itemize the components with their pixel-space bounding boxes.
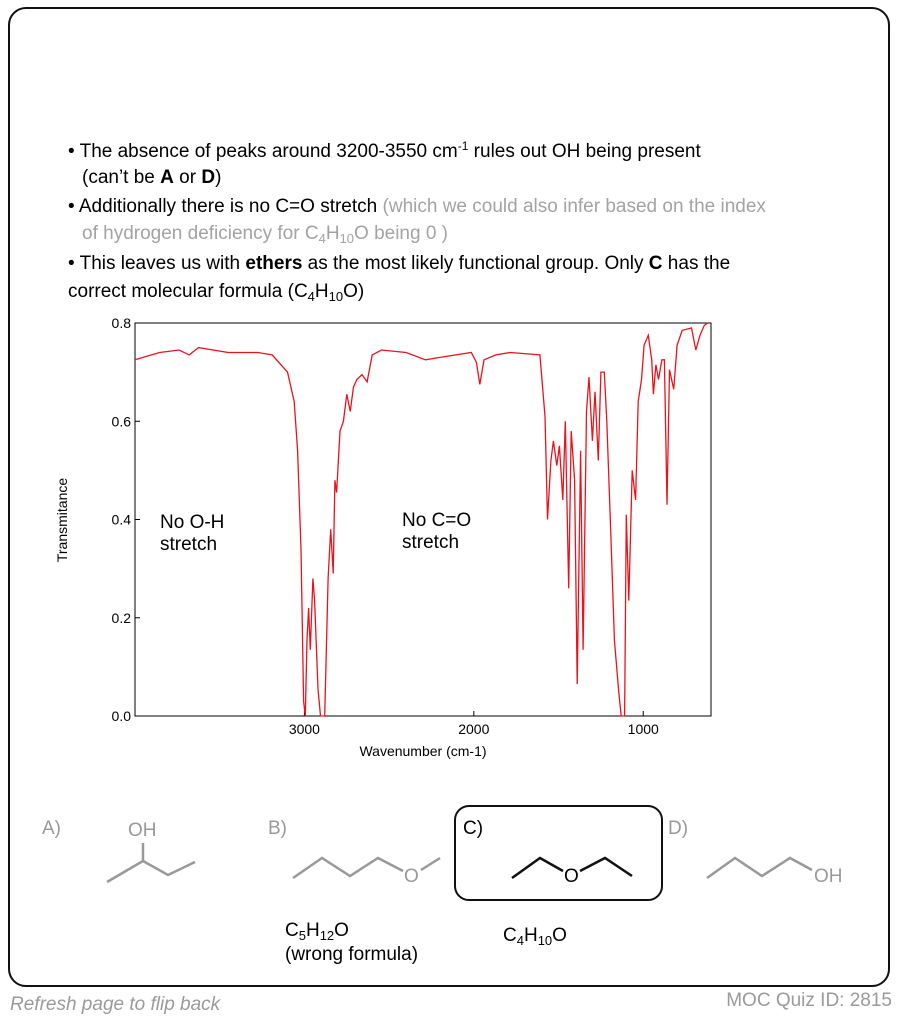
bullet-line: • Additionally there is no C=O stretch (… [68, 195, 766, 219]
y-tick-label: 0.4 [112, 512, 132, 528]
text: (can’t be [82, 167, 161, 188]
y-tick-label: 0.2 [112, 610, 132, 626]
bullet-line: of hydrogen deficiency for C4H10O being … [82, 222, 448, 246]
formula-note: (wrong formula) [285, 944, 419, 965]
molecule-bonds [292, 856, 404, 880]
formula: C5H12O [285, 920, 349, 942]
option-label: D) [668, 818, 689, 839]
option-label: B) [268, 818, 287, 839]
annotation: stretch [160, 534, 217, 555]
answer-box [454, 805, 663, 901]
subscript: 12 [319, 928, 335, 943]
spectrum-line [134, 322, 708, 717]
y-tick-label: 0.6 [112, 413, 132, 429]
text: or [173, 167, 202, 188]
x-tick-label: 1000 [628, 721, 659, 737]
atom-label: O [564, 866, 579, 887]
text: C [503, 925, 517, 946]
bullet-line: (can’t be A or D) [82, 166, 221, 190]
annotation: No O-H [160, 512, 224, 533]
bold-text: C [648, 253, 663, 274]
atom-label: O [404, 866, 419, 887]
subscript: 10 [339, 231, 355, 246]
subscript: 4 [307, 289, 315, 304]
bullet-line: correct molecular formula (C4H10O) [68, 280, 364, 304]
text: • The absence of peaks around 3200-3550 … [68, 141, 458, 162]
subscript: 4 [318, 231, 326, 246]
superscript: -1 [457, 139, 469, 153]
subscript: 10 [328, 289, 344, 304]
option-label: A) [42, 818, 61, 839]
molecule-bonds [511, 856, 564, 880]
text: O) [343, 281, 365, 302]
y-tick-label: 0.0 [112, 708, 132, 724]
text: • This leaves us with [68, 253, 246, 274]
text: of hydrogen deficiency for C [82, 223, 319, 244]
text: O being 0 ) [354, 223, 449, 244]
option-label: C) [463, 818, 484, 839]
text: correct molecular formula (C [68, 281, 308, 302]
y-axis-label: Transmitance [54, 478, 70, 563]
molecule-bond [420, 856, 441, 872]
bold-text: A [160, 167, 174, 188]
subscript: 5 [298, 928, 306, 943]
footer-hint: Refresh page to flip back [10, 994, 221, 1015]
x-tick-label: 2000 [458, 721, 489, 737]
text: as the most likely functional group. Onl… [302, 253, 649, 274]
text: H [523, 925, 538, 946]
x-axis-label: Wavenumber (cm-1) [359, 743, 486, 759]
molecule-bonds [106, 859, 196, 884]
atom-label: OH [128, 820, 157, 841]
subscript: 10 [537, 933, 553, 948]
text: H [305, 920, 320, 941]
annotation: stretch [402, 532, 459, 553]
text: H [314, 281, 329, 302]
formula: C4H10O [503, 925, 567, 947]
text: ) [215, 167, 222, 188]
atom-label: OH [814, 866, 843, 887]
subscript: 4 [516, 933, 524, 948]
quiz-card [8, 7, 890, 987]
molecule-bonds [579, 856, 633, 878]
text: O [334, 920, 349, 941]
gray-text: (which we could also infer based on the … [382, 196, 766, 217]
bold-text: ethers [245, 253, 303, 274]
bullet-line: • The absence of peaks around 3200-3550 … [68, 140, 701, 164]
molecule-bonds [706, 856, 813, 880]
text: rules out OH being present [468, 141, 701, 162]
quiz-id: MOC Quiz ID: 2815 [726, 990, 892, 1011]
text: C [285, 920, 299, 941]
text: H [325, 223, 340, 244]
bold-text: D [201, 167, 216, 188]
x-tick-label: 3000 [289, 721, 320, 737]
bullet-line: • This leaves us with ethers as the most… [68, 252, 730, 276]
text: • Additionally there is no C=O stretch [68, 196, 383, 217]
annotation: No C=O [402, 510, 471, 531]
y-tick-label: 0.8 [112, 315, 132, 331]
text: O [552, 925, 567, 946]
text: has the [662, 253, 731, 274]
